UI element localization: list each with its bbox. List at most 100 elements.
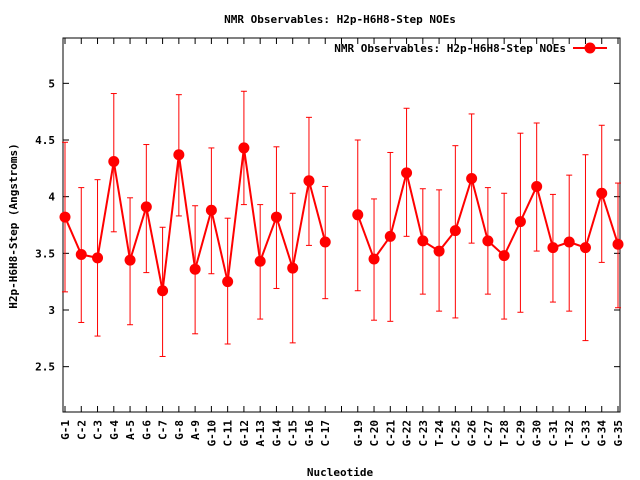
data-point xyxy=(205,204,217,216)
series-line-segment xyxy=(584,192,603,248)
x-tick-label: C-3 xyxy=(92,420,105,440)
x-tick-label: T-32 xyxy=(563,420,576,447)
series-line-segment xyxy=(226,147,245,282)
data-point xyxy=(368,253,380,265)
data-point xyxy=(579,242,591,254)
data-point xyxy=(449,225,461,237)
series-line-segment xyxy=(177,154,197,270)
series-points xyxy=(59,142,624,297)
series-line-segment xyxy=(535,186,554,248)
series-line-segment xyxy=(96,161,115,259)
y-tick-label: 3 xyxy=(48,304,55,317)
x-tick-label: T-24 xyxy=(433,420,446,447)
series-line-segment xyxy=(259,216,278,262)
y-tick-label: 4 xyxy=(48,191,55,204)
series-lines xyxy=(64,147,619,291)
series-line-segment xyxy=(129,206,148,261)
data-point xyxy=(417,235,429,247)
x-tick-label: C-20 xyxy=(368,420,381,447)
legend: NMR Observables: H2p-H6H8-Step NOEs xyxy=(334,42,607,55)
series-line-segment xyxy=(145,206,164,291)
data-point xyxy=(238,142,250,154)
x-tick-label: G-8 xyxy=(173,420,186,440)
legend-label: NMR Observables: H2p-H6H8-Step NOEs xyxy=(334,42,566,55)
data-point xyxy=(498,250,510,262)
error-bars xyxy=(62,90,621,357)
x-tick-label: G-26 xyxy=(466,420,479,447)
series-line-segment xyxy=(389,172,408,237)
x-tick-label: C-25 xyxy=(449,420,462,447)
y-tick-label: 4.5 xyxy=(35,134,55,147)
y-axis-label: H2p-H6H8-Step (Angstroms) xyxy=(7,143,20,309)
x-tick-label: A-5 xyxy=(124,420,137,440)
series-line-segment xyxy=(308,180,327,243)
series-line-segment xyxy=(356,214,375,260)
x-tick-label: C-7 xyxy=(157,420,170,440)
data-point xyxy=(352,209,364,221)
series-line-segment xyxy=(112,161,132,261)
chart-title: NMR Observables: H2p-H6H8-Step NOEs xyxy=(224,13,456,26)
x-tick-label: C-31 xyxy=(547,420,560,447)
data-point xyxy=(140,201,152,213)
series-line-segment xyxy=(210,210,229,282)
x-tick-label: G-22 xyxy=(401,420,414,447)
x-tick-label: A-13 xyxy=(254,420,267,447)
data-point xyxy=(75,248,87,260)
x-tick-label: G-10 xyxy=(205,420,218,447)
series-line-segment xyxy=(405,172,424,242)
series-line-segment xyxy=(242,147,262,262)
data-point xyxy=(59,211,71,223)
data-point xyxy=(563,236,575,248)
x-tick-label: C-29 xyxy=(514,420,527,447)
series-line-segment xyxy=(194,210,213,270)
x-tick-label: G-35 xyxy=(612,420,625,447)
x-tick-label: T-28 xyxy=(498,420,511,447)
x-tick-label: A-9 xyxy=(189,420,202,440)
data-point xyxy=(482,235,494,247)
data-point xyxy=(287,262,299,274)
x-tick-label: G-30 xyxy=(531,420,544,447)
data-point xyxy=(384,230,396,242)
x-tick-label: C-2 xyxy=(75,420,88,440)
data-point xyxy=(514,216,526,228)
series-line-segment xyxy=(291,180,310,269)
data-point xyxy=(157,285,169,297)
x-tick-label: G-6 xyxy=(140,420,153,440)
x-tick-label: C-23 xyxy=(417,420,430,447)
series-line-segment xyxy=(454,178,473,231)
y-tick-label: 3.5 xyxy=(35,247,55,260)
x-tick-label: C-15 xyxy=(287,420,300,447)
legend-marker xyxy=(584,42,596,54)
series-line-segment xyxy=(275,216,294,269)
series-line-segment xyxy=(600,192,619,245)
series-line-segment xyxy=(64,216,83,255)
data-point xyxy=(92,252,104,264)
data-point xyxy=(270,211,282,223)
y-tick-label: 2.5 xyxy=(35,361,55,374)
y-tick-label: 5 xyxy=(48,77,55,90)
x-tick-label: G-14 xyxy=(270,420,283,447)
series-line-segment xyxy=(161,154,180,291)
x-tick-label: G-4 xyxy=(108,420,121,440)
data-point xyxy=(433,245,445,257)
x-tick-label: C-33 xyxy=(579,420,592,447)
y-axis-ticks: 2.5 3 3.5 4 4.5 5 xyxy=(35,77,620,374)
x-tick-label: G-19 xyxy=(352,420,365,447)
x-tick-label: C-27 xyxy=(482,420,495,447)
data-point xyxy=(401,167,413,179)
series-line-segment xyxy=(503,221,522,257)
data-point xyxy=(254,255,266,267)
x-tick-label: C-17 xyxy=(319,420,332,447)
x-tick-label: G-1 xyxy=(59,420,72,440)
x-axis-ticks: G-1 C-2 C-3 G-4 A-5 G-6 C-7 G-8 A-9 G-10 C-11 G-12 A… xyxy=(59,38,625,447)
x-tick-label: C-21 xyxy=(384,420,397,447)
x-axis-label: Nucleotide xyxy=(307,466,374,479)
series-line-segment xyxy=(519,186,538,223)
data-point xyxy=(596,187,608,199)
series-line-segment xyxy=(470,178,489,242)
x-tick-label: G-34 xyxy=(596,420,609,447)
data-point xyxy=(547,242,559,254)
data-point xyxy=(612,238,624,250)
data-point xyxy=(466,173,478,185)
x-tick-label: G-16 xyxy=(303,420,316,447)
